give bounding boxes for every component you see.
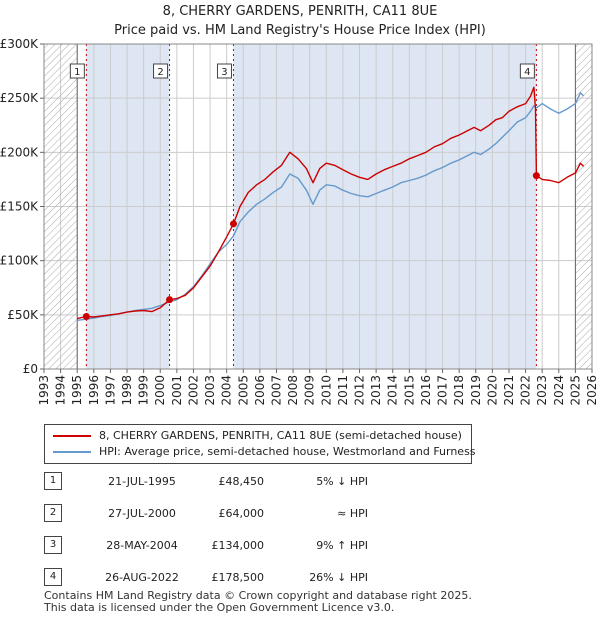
x-tick-label: 2026 <box>585 375 599 406</box>
y-tick-label: £0 <box>23 362 38 376</box>
x-tick-label: 2008 <box>286 375 300 406</box>
sale-number-box <box>153 63 169 79</box>
price-chart: 1 2 3 4 £0 £50K £100K £150K £200K £250K £300K 1993… <box>0 37 599 406</box>
x-tick-label: 2011 <box>336 375 350 406</box>
sale-number-box <box>69 63 85 79</box>
x-tick-label: 2022 <box>519 375 533 406</box>
sale-number-label: 4 <box>524 67 530 78</box>
sale-number-box <box>216 63 232 79</box>
x-tick-label: 2021 <box>502 375 516 406</box>
x-tick-label: 1996 <box>87 375 101 406</box>
x-tick-label: 2016 <box>419 375 433 406</box>
sale-number-label: 2 <box>157 67 163 78</box>
chart-title: 8, CHERRY GARDENS, PENRITH, CA11 8UE Pri… <box>0 2 600 40</box>
sale-hpi-relation: 9% ↑ HPI <box>316 539 368 552</box>
x-tick-label: 2012 <box>353 375 367 406</box>
sale-number-label: 1 <box>74 67 80 78</box>
sale-hpi-relation: 26% ↓ HPI <box>309 571 368 584</box>
sale-price: £64,000 <box>218 507 265 520</box>
x-tick-label: 2025 <box>568 375 582 406</box>
footer: Contains HM Land Registry data © Crown c… <box>44 590 472 614</box>
legend-label-property: 8, CHERRY GARDENS, PENRITH, CA11 8UE (se… <box>99 429 462 442</box>
legend-label-hpi: HPI: Average price, semi-detached house,… <box>99 445 476 458</box>
x-tick-label: 2013 <box>369 375 383 406</box>
x-tick-label: 2004 <box>220 375 234 406</box>
sale-number-badge: 1 <box>44 472 62 490</box>
sale-point <box>166 296 174 304</box>
sale-date: 27-JUL-2000 <box>108 507 176 520</box>
x-tick-label: 1994 <box>54 375 68 406</box>
sale-date: 21-JUL-1995 <box>108 475 176 488</box>
sale-price: £178,500 <box>211 571 265 584</box>
x-tick-label: 1995 <box>70 375 84 406</box>
x-tick-label: 1999 <box>137 375 151 406</box>
title-line-1: 8, CHERRY GARDENS, PENRITH, CA11 8UE <box>162 4 438 19</box>
x-tick-label: 2018 <box>452 375 466 406</box>
y-tick-label: £150K <box>0 200 39 214</box>
sale-number-badge: 4 <box>44 568 62 586</box>
x-tick-label: 2006 <box>253 375 267 406</box>
sale-hpi-relation: ≈ HPI <box>337 507 368 520</box>
sale-point <box>82 313 90 321</box>
sale-number-badge: 3 <box>44 536 62 554</box>
sale-number-label: 3 <box>221 67 227 78</box>
table-row: 3 28-MAY-2004 £134,000 9% ↑ HPI <box>44 536 384 554</box>
y-tick-label: £100K <box>0 254 39 268</box>
footer-line-1: Contains HM Land Registry data © Crown c… <box>44 589 472 602</box>
y-tick-label: £300K <box>0 37 39 51</box>
x-tick-label: 2005 <box>236 375 250 406</box>
x-tick-label: 2020 <box>485 375 499 406</box>
x-tick-label: 2015 <box>402 375 416 406</box>
legend: 8, CHERRY GARDENS, PENRITH, CA11 8UE (se… <box>44 424 476 464</box>
sale-point <box>229 220 237 228</box>
no-data-hatch <box>44 44 78 369</box>
x-tick-label: 2019 <box>469 375 483 406</box>
sale-number-box <box>519 63 535 79</box>
x-tick-label: 2010 <box>319 375 333 406</box>
footer-line-2: This data is licensed under the Open Gov… <box>44 601 395 614</box>
sale-date: 26-AUG-2022 <box>105 571 179 584</box>
sale-hpi-relation: 5% ↓ HPI <box>316 475 368 488</box>
x-tick-label: 2001 <box>170 375 184 406</box>
sale-number-badge: 2 <box>44 504 62 522</box>
y-tick-label: £250K <box>0 91 39 105</box>
legend-item-hpi: HPI: Average price, semi-detached house,… <box>53 444 476 460</box>
x-tick-label: 1993 <box>37 375 51 406</box>
x-tick-label: 1997 <box>103 375 117 406</box>
sale-point <box>532 172 540 180</box>
x-tick-label: 2024 <box>552 375 566 406</box>
y-tick-label: £200K <box>0 145 39 159</box>
x-tick-label: 1998 <box>120 375 134 406</box>
table-row: 4 26-AUG-2022 £178,500 26% ↓ HPI <box>44 568 384 586</box>
x-tick-label: 2003 <box>203 375 217 406</box>
y-tick-label: £50K <box>7 308 39 322</box>
sale-price: £48,450 <box>218 475 265 488</box>
x-tick-label: 2017 <box>436 375 450 406</box>
sale-date: 28-MAY-2004 <box>106 539 178 552</box>
table-row: 1 21-JUL-1995 £48,450 5% ↓ HPI <box>44 472 384 490</box>
x-tick-label: 2000 <box>153 375 167 406</box>
table-row: 2 27-JUL-2000 £64,000 ≈ HPI <box>44 504 384 522</box>
no-data-hatch <box>575 44 592 369</box>
x-tick-label: 2002 <box>186 375 200 406</box>
legend-item-property: 8, CHERRY GARDENS, PENRITH, CA11 8UE (se… <box>53 428 462 444</box>
title-line-2: Price paid vs. HM Land Registry's House … <box>114 23 486 38</box>
legend-swatch-red <box>53 435 91 437</box>
legend-swatch-blue <box>53 451 91 453</box>
x-tick-label: 2014 <box>386 375 400 406</box>
x-tick-label: 2009 <box>303 375 317 406</box>
sale-price: £134,000 <box>211 539 265 552</box>
x-tick-label: 2023 <box>535 375 549 406</box>
x-tick-label: 2007 <box>269 375 283 406</box>
